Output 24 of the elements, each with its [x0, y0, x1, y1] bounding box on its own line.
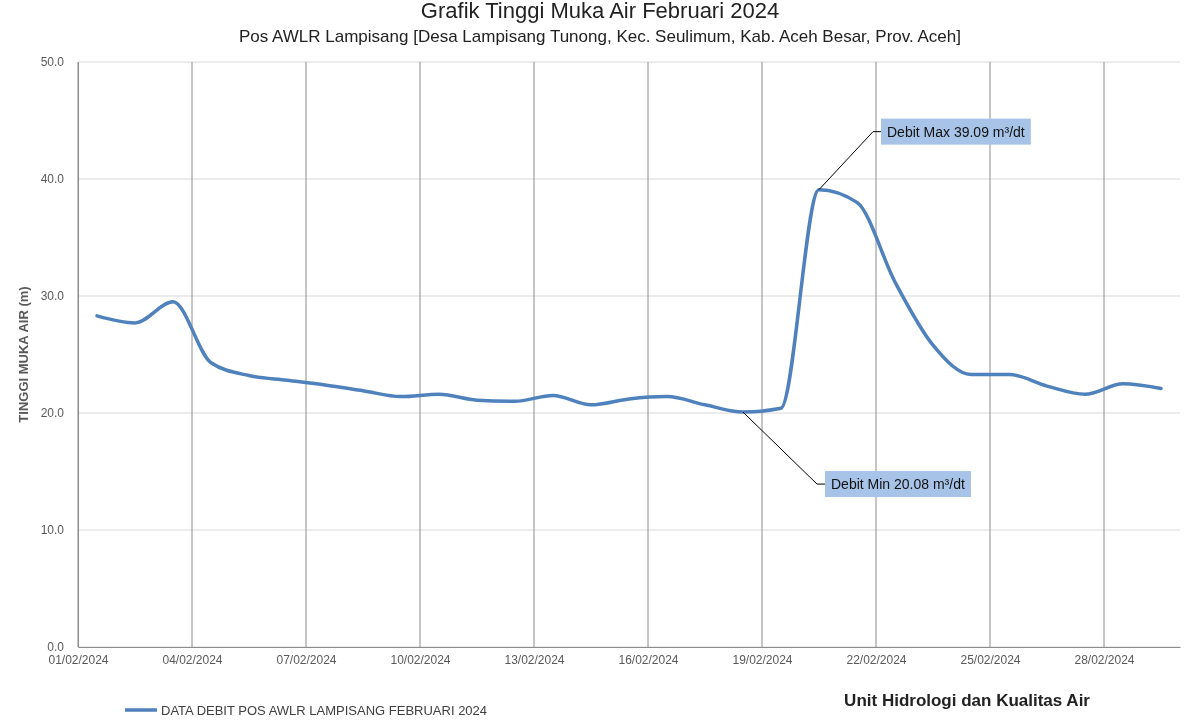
- annotation: Debit Min 20.08 m³/dt: [831, 476, 965, 493]
- y-tick-label: 50.0: [40, 55, 65, 70]
- y-tick-label: 10.0: [40, 523, 65, 538]
- chart-subtitle: Pos AWLR Lampisang [Desa Lampisang Tunong, Kec. Seulimum, Kab. Aceh Besar, Prov. Aceh]: [239, 27, 961, 46]
- legend-label: DATA DEBIT POS AWLR LAMPISANG FEBRUARI 2024: [161, 703, 488, 718]
- x-tick-label: 16/02/2024: [618, 652, 679, 667]
- annotation: Debit Max 39.09 m³/dt: [887, 123, 1025, 140]
- x-tick-label: 25/02/2024: [960, 652, 1021, 667]
- y-tick-label: 0.0: [47, 640, 65, 655]
- line-series: [95, 187, 1163, 414]
- x-tick-label: 28/02/2024: [1074, 652, 1135, 667]
- y-tick-label: 30.0: [40, 289, 65, 304]
- x-tick-label: 19/02/2024: [732, 652, 793, 667]
- chart-title: Grafik Tinggi Muka Air Februari 2024: [420, 0, 780, 23]
- x-tick-label: 04/02/2024: [162, 652, 223, 667]
- y-tick-label: 20.0: [40, 406, 65, 421]
- x-tick-label: 01/02/2024: [48, 652, 109, 667]
- x-tick-label: 07/02/2024: [276, 652, 337, 667]
- x-tick-label: 13/02/2024: [504, 652, 565, 667]
- x-tick-label: 10/02/2024: [390, 652, 451, 667]
- x-tick-label: 22/02/2024: [846, 652, 907, 667]
- y-tick-label: 40.0: [40, 172, 65, 187]
- y-axis-title: TINGGI MUKA AIR (m): [16, 286, 31, 423]
- text: Unit Hidrologi dan Kualitas Air: [844, 691, 1091, 710]
